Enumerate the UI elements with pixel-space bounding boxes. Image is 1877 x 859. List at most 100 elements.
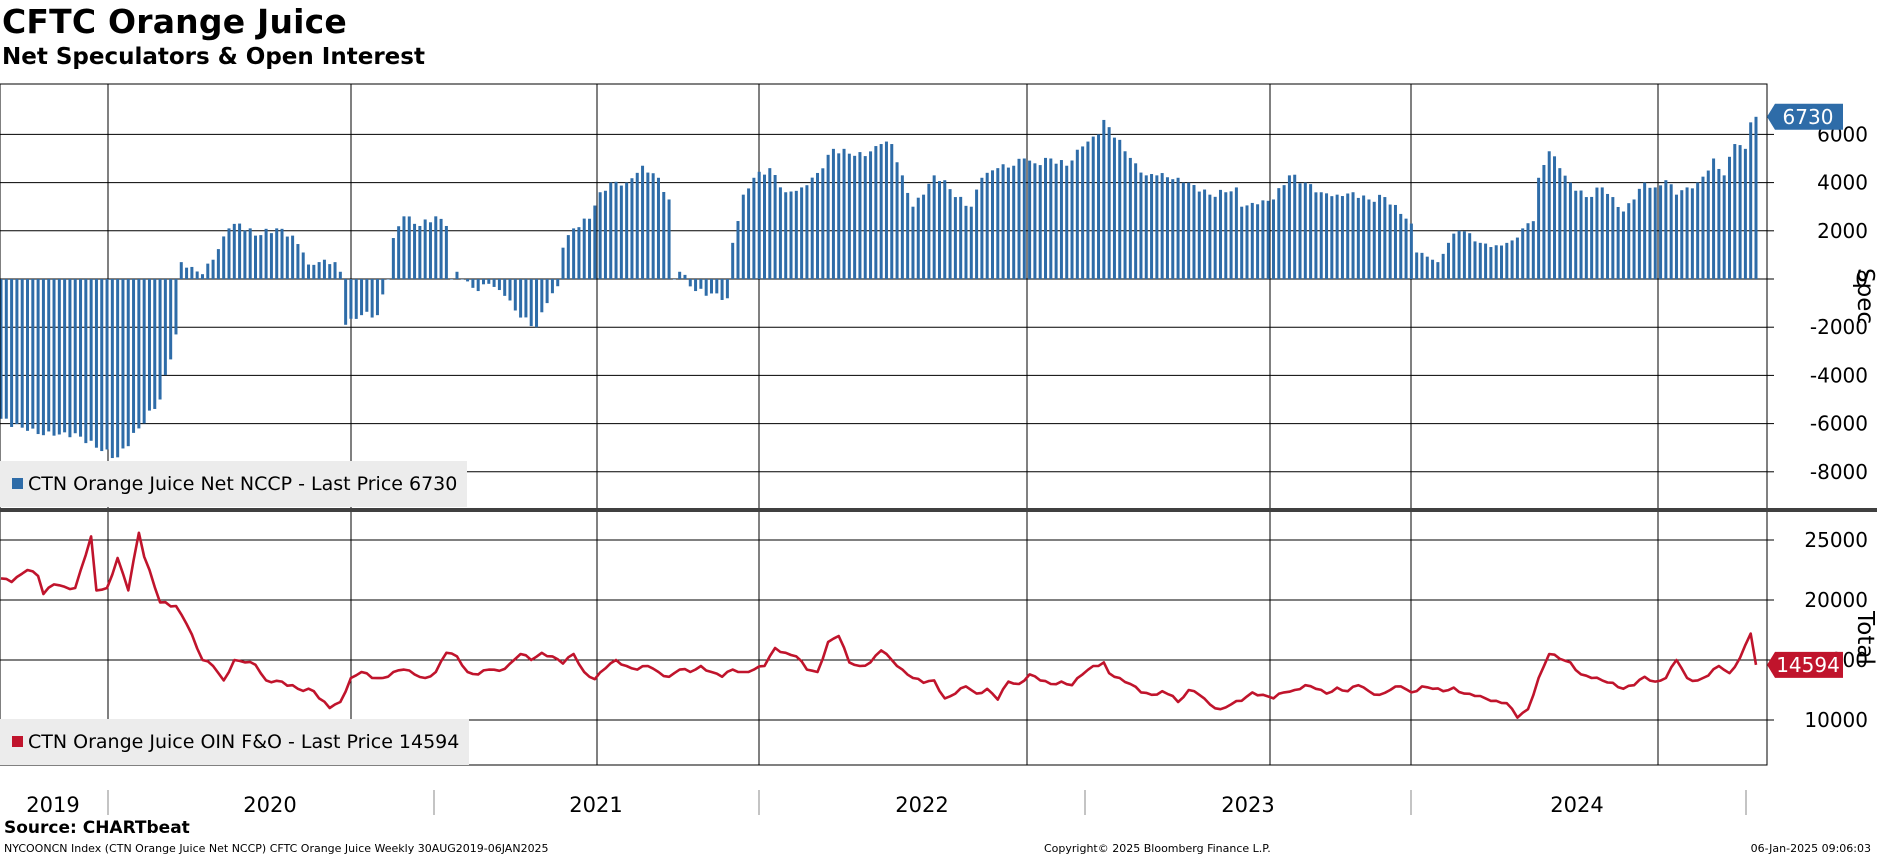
spec-bar [752, 177, 756, 279]
spec-bar [1165, 177, 1169, 279]
spec-bar [333, 262, 337, 279]
spec-bar [142, 279, 146, 424]
spec-bar [275, 228, 279, 279]
spec-bar [1112, 137, 1116, 279]
spec-bar [725, 279, 729, 299]
spec-bar [47, 279, 51, 432]
spec-bar [344, 279, 348, 325]
spec-bar [307, 264, 311, 279]
spec-bar [731, 242, 735, 279]
spec-bar [206, 263, 210, 279]
spec-bar [132, 279, 136, 433]
spec-bar [365, 279, 369, 312]
spec-bar [79, 279, 83, 437]
spec-bar [736, 221, 740, 279]
spec-bar [1038, 165, 1042, 279]
spec-bar [1637, 188, 1641, 279]
spec-bar [386, 279, 390, 280]
spec-bar [1717, 168, 1721, 279]
spec-bar [1409, 223, 1413, 279]
spec-bar [619, 185, 623, 279]
spec-bar [492, 279, 496, 287]
spec-bar [529, 279, 533, 327]
spec-bar [1431, 259, 1435, 279]
spec-bar [1203, 189, 1207, 279]
spec-bar [169, 279, 173, 360]
spec-bar [879, 144, 883, 279]
spec-bar [476, 279, 480, 292]
spec-bar [741, 194, 745, 279]
last-value-tags: 6730 14594 [1767, 103, 1843, 678]
spec-bar [1028, 160, 1032, 279]
spec-bar [174, 279, 178, 335]
spec-bar [4, 279, 8, 419]
total-tick-label: 25000 [1804, 528, 1868, 552]
spec-bar [826, 154, 830, 279]
total-last-value-tag: 14594 [1776, 653, 1840, 677]
spec-bar [646, 172, 650, 279]
total-line [0, 531, 1758, 719]
x-year-label: 2023 [1221, 793, 1274, 817]
spec-bar [1277, 188, 1281, 279]
spec-bar [1643, 182, 1647, 279]
spec-bar [259, 235, 263, 279]
spec-bar [980, 177, 984, 279]
total-tick-label: 10000 [1804, 708, 1868, 732]
spec-bar [662, 191, 666, 279]
spec-bar [397, 226, 401, 279]
spec-bar [1553, 156, 1557, 279]
spec-bar [630, 178, 634, 279]
spec-bar [1367, 199, 1371, 279]
spec-bar [625, 182, 629, 279]
spec-bar [10, 279, 14, 427]
spec-bar [52, 279, 56, 436]
spec-bar [1515, 237, 1519, 279]
spec-bar [158, 279, 162, 400]
spec-bar [911, 206, 915, 279]
spec-bar [1733, 144, 1737, 279]
spec-bar [1388, 204, 1392, 279]
spec-bar [763, 174, 767, 279]
spec-bar [1123, 151, 1127, 279]
spec-bar [1272, 199, 1276, 279]
spec-last-value-tag: 6730 [1783, 105, 1834, 129]
spec-bar [975, 189, 979, 279]
spec-bar [1415, 252, 1419, 279]
spec-bar [1150, 174, 1154, 279]
spec-bar [1542, 164, 1546, 279]
spec-bar [200, 274, 204, 279]
spec-bar [15, 279, 19, 425]
spec-bar [153, 279, 157, 409]
spec-bar [1081, 146, 1085, 279]
spec-bar [1393, 204, 1397, 279]
spec-bar [1383, 197, 1387, 279]
total-series [0, 531, 1758, 719]
spec-bar [1558, 168, 1562, 279]
spec-bar [1749, 122, 1753, 279]
spec-legend-label: CTN Orange Juice Net NCCP - Last Price 6… [28, 473, 458, 495]
spec-bar [1049, 158, 1053, 279]
footer-copyright: Copyright© 2025 Bloomberg Finance L.P. [1044, 842, 1271, 855]
spec-bar [863, 156, 867, 279]
spec-bar [1606, 193, 1610, 279]
spec-tick-label: -2000 [1810, 315, 1868, 339]
spec-bar [391, 238, 395, 279]
spec-tick-label: 0 [1855, 267, 1868, 291]
spec-bar [31, 279, 35, 429]
spec-bar [1118, 139, 1122, 279]
spec-bar [1653, 187, 1657, 279]
spec-bar [1065, 165, 1069, 279]
spec-bar [1309, 184, 1313, 279]
spec-bar [503, 279, 507, 296]
spec-bar [1722, 175, 1726, 279]
spec-bar [1595, 187, 1599, 279]
spec-bar [94, 279, 98, 448]
spec-bar [349, 279, 353, 319]
spec-bar [1510, 240, 1514, 279]
spec-bar [1282, 185, 1286, 279]
spec-bar [1229, 191, 1233, 279]
spec-bar [603, 190, 607, 279]
spec-bar [1505, 242, 1509, 279]
spec-bar [794, 190, 798, 279]
